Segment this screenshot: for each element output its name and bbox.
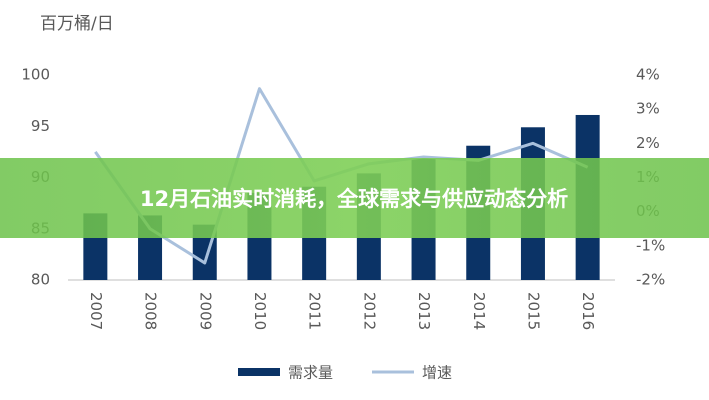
y2-tick-label: -2% [636,271,665,289]
x-tick-label: 2008 [142,292,160,330]
x-tick-label: 2009 [196,292,214,330]
y-tick-label: 80 [31,271,50,289]
y-tick-label: 100 [21,66,50,84]
x-tick-label: 2012 [360,292,378,330]
legend-label: 增速 [422,364,452,382]
legend-swatch [238,368,280,376]
unit-label: 百万桶/日 [40,14,114,34]
x-tick-label: 2010 [251,292,269,330]
banner-bg [0,158,709,238]
y2-tick-label: 2% [636,134,660,152]
x-tick-label: 2015 [524,292,542,330]
y2-tick-label: 4% [636,66,660,84]
x-tick-label: 2013 [415,292,433,330]
x-tick-label: 2016 [579,292,597,330]
banner-title: 12月石油实时消耗，全球需求与供应动态分析 [140,187,568,211]
y2-tick-label: 3% [636,100,660,118]
legend-label: 需求量 [288,364,333,382]
x-tick-label: 2011 [306,292,324,330]
y-tick-label: 95 [31,117,50,135]
y2-tick-label: -1% [636,236,665,254]
x-tick-label: 2007 [87,292,105,330]
x-tick-label: 2014 [470,292,488,330]
